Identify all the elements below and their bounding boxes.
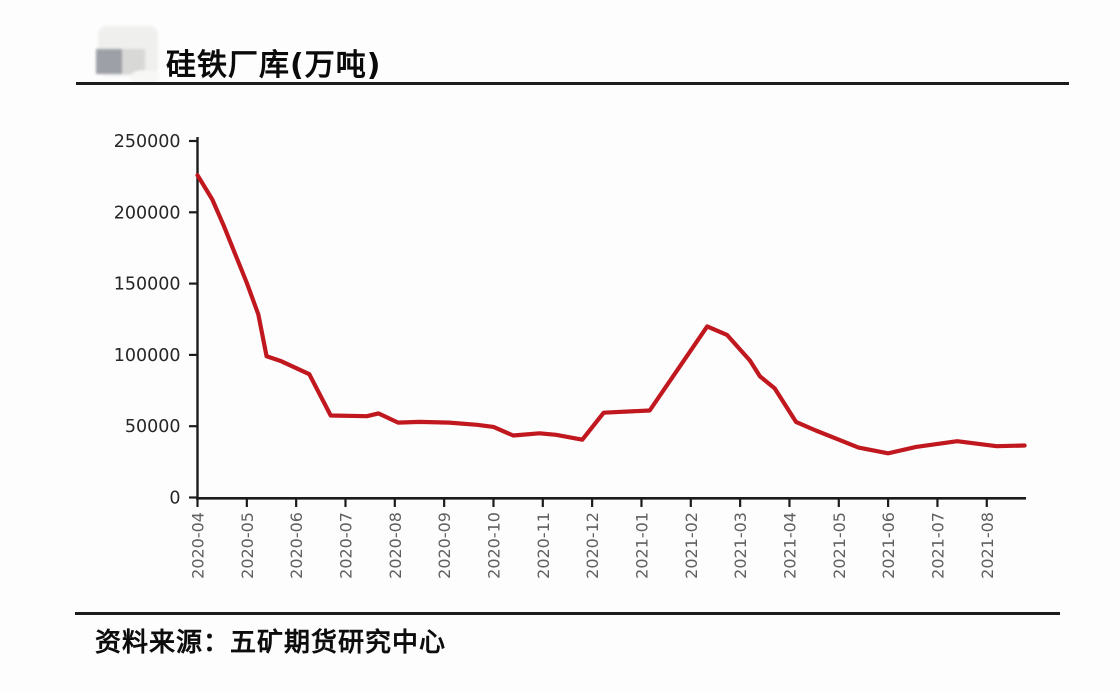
y-tick-label: 200000 <box>114 203 181 223</box>
x-tick-label: 2020-07 <box>336 512 355 579</box>
y-tick-label: 100000 <box>114 346 181 366</box>
logo-bottom-highlight <box>130 70 160 84</box>
y-tick-label: 0 <box>169 489 180 509</box>
x-tick-label: 2020-12 <box>583 512 602 579</box>
y-tick-label: 50000 <box>125 417 181 437</box>
x-tick-label: 2020-06 <box>287 512 306 579</box>
x-tick-label: 2020-04 <box>189 512 208 579</box>
header-divider <box>76 82 1069 85</box>
logo-dark-square <box>96 49 122 74</box>
x-tick-label: 2021-05 <box>830 512 849 579</box>
x-tick-label: 2020-11 <box>534 512 553 579</box>
x-tick-label: 2020-09 <box>435 512 454 579</box>
data-source-note: 资料来源：五矿期货研究中心 <box>95 628 447 658</box>
x-tick-label: 2021-04 <box>780 512 799 579</box>
x-tick-label: 2021-01 <box>632 512 651 579</box>
series-line-硅铁厂库 <box>195 173 1027 456</box>
y-tick-label: 150000 <box>114 275 181 295</box>
x-tick-label: 2021-03 <box>731 512 750 579</box>
x-tick-label: 2021-06 <box>879 512 898 579</box>
company-logo-blurred <box>94 18 166 84</box>
x-tick-label: 2021-08 <box>978 512 997 579</box>
footer-divider <box>75 612 1060 615</box>
y-tick-label: 250000 <box>114 132 181 152</box>
x-tick-label: 2020-05 <box>238 512 257 579</box>
x-tick-label: 2020-08 <box>386 512 405 579</box>
x-tick-label: 2021-02 <box>682 512 701 579</box>
logo-light-square <box>122 49 145 74</box>
chart-title: 硅铁厂库(万吨) <box>166 48 382 83</box>
x-tick-label: 2020-10 <box>484 512 503 579</box>
x-tick-label: 2021-07 <box>928 512 947 579</box>
